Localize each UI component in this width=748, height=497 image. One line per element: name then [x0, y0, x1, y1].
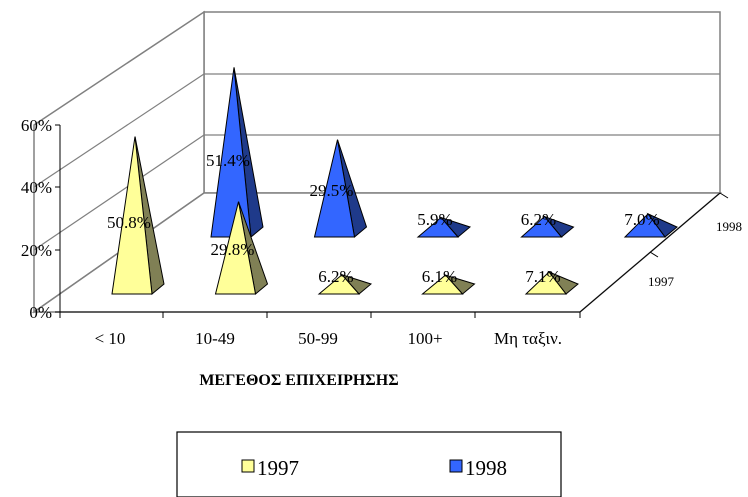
x-tick-label: 50-99 — [298, 329, 338, 348]
y-tick-label: 0% — [29, 303, 52, 322]
y-axis-ticks: 0% 20% 40% 60% — [21, 116, 60, 322]
data-label-1998-0: 51.4% — [206, 151, 250, 170]
legend-box — [176, 431, 562, 497]
pyramid-front-1997-1 — [214, 201, 257, 295]
x-axis-ticks: < 10 10-49 50-99 100+ Μη ταξιν. — [59, 312, 581, 348]
x-tick-label: 100+ — [407, 329, 442, 348]
data-label-1997-3: 6.1% — [422, 267, 457, 286]
pyramid-front-1998-1 — [313, 139, 356, 238]
legend: 1997 1998 — [176, 431, 562, 497]
pyramid-front-1997-4 — [524, 271, 568, 295]
pyramid-front-1997-3 — [421, 274, 464, 295]
legend-label-1998: 1998 — [465, 456, 507, 480]
depth-tick — [719, 192, 729, 199]
data-label-1998-3: 6.2% — [521, 210, 556, 229]
x-tick-label: 10-49 — [195, 329, 235, 348]
pyramids — [111, 67, 678, 295]
gridline — [33, 134, 205, 251]
legend-swatch-1997 — [241, 459, 255, 473]
y-tick-label: 40% — [21, 178, 52, 197]
x-tick-label: < 10 — [95, 329, 126, 348]
pyramid-front-1997-0 — [111, 136, 153, 295]
data-labels: 51.4% 29.5% 5.9% 6.2% 7.0% 50.8% 29.8% 6.2% 6.1%… — [107, 151, 660, 286]
data-label-1997-0: 50.8% — [107, 213, 151, 232]
legend-label-1997: 1997 — [257, 456, 299, 480]
data-label-1998-1: 29.5% — [310, 181, 354, 200]
depth-tick — [649, 251, 659, 258]
data-label-1997-1: 29.8% — [211, 240, 255, 259]
back-wall — [203, 11, 721, 194]
x-axis-title: ΜΕΓΕΘΟΣ ΕΠΙΧΕΙΡΗΣΗΣ — [199, 372, 398, 389]
data-label-1997-2: 6.2% — [318, 267, 353, 286]
x-tick-label: Μη ταξιν. — [494, 329, 562, 348]
y-tick-label: 60% — [21, 116, 52, 135]
gridlines — [33, 73, 720, 251]
pyramid-front-1998-3 — [520, 215, 563, 238]
depth-label-1997: 1997 — [648, 274, 675, 289]
pyramid-front-1998-2 — [416, 216, 460, 238]
pyramid-front-1997-2 — [317, 274, 361, 295]
legend-swatch-1998 — [449, 459, 463, 473]
depth-label-1998: 1998 — [716, 219, 742, 234]
gridline — [33, 73, 205, 188]
data-label-1998-2: 5.9% — [417, 210, 452, 229]
y-tick-label: 20% — [21, 241, 52, 260]
pyramid-front-1998-4 — [623, 213, 666, 238]
data-label-1997-4: 7.1% — [525, 267, 560, 286]
data-label-1998-4: 7.0% — [624, 210, 659, 229]
